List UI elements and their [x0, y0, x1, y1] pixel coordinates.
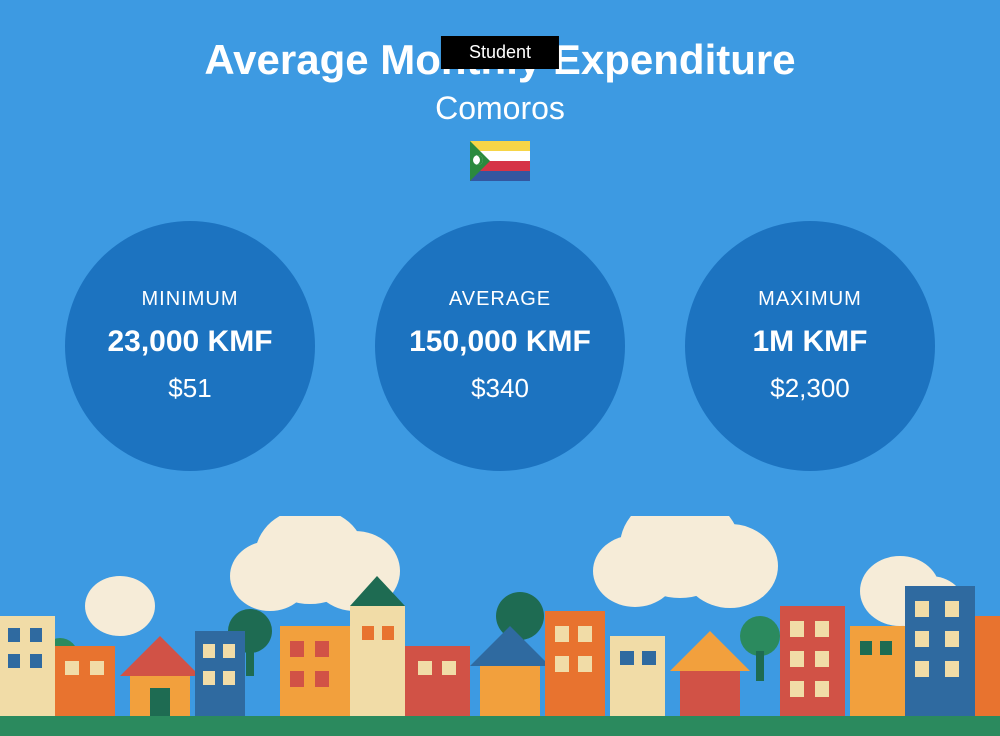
country-subtitle: Comoros: [0, 90, 1000, 127]
stats-row: MINIMUM 23,000 KMF $51 AVERAGE 150,000 K…: [0, 221, 1000, 471]
stat-label: MINIMUM: [142, 288, 239, 311]
stat-average: AVERAGE 150,000 KMF $340: [375, 221, 625, 471]
stat-label: AVERAGE: [449, 288, 551, 311]
stat-usd: $51: [168, 373, 211, 404]
stat-usd: $2,300: [770, 373, 850, 404]
stat-usd: $340: [471, 373, 529, 404]
stat-amount: 23,000 KMF: [107, 325, 272, 359]
stat-amount: 150,000 KMF: [409, 325, 591, 359]
comoros-flag-icon: [470, 141, 530, 181]
stat-minimum: MINIMUM 23,000 KMF $51: [65, 221, 315, 471]
stat-maximum: MAXIMUM 1M KMF $2,300: [685, 221, 935, 471]
student-badge: Student: [441, 36, 559, 69]
stat-amount: 1M KMF: [753, 325, 868, 359]
flag-crescent-icon: [473, 155, 483, 165]
stat-label: MAXIMUM: [758, 288, 862, 311]
city-illustration: [0, 516, 1000, 736]
